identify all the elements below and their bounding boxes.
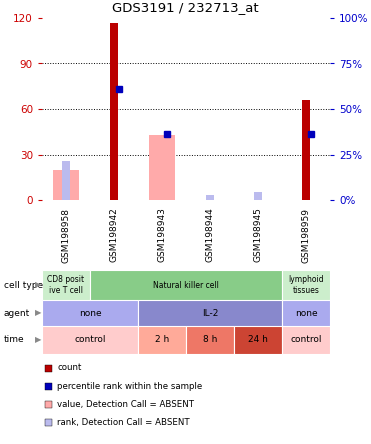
- Text: GSM198944: GSM198944: [206, 208, 214, 262]
- Bar: [234, 326, 282, 354]
- Text: GSM198942: GSM198942: [109, 208, 118, 262]
- Text: GSM198958: GSM198958: [62, 207, 70, 262]
- Bar: [90, 270, 282, 300]
- Bar: [42, 300, 138, 326]
- Text: agent: agent: [4, 309, 30, 317]
- Text: CD8 posit
ive T cell: CD8 posit ive T cell: [47, 275, 85, 295]
- Bar: [149, 135, 175, 200]
- Text: time: time: [4, 336, 24, 345]
- Text: control: control: [74, 336, 106, 345]
- Text: Natural killer cell: Natural killer cell: [153, 281, 219, 289]
- Bar: [282, 300, 330, 326]
- Text: lymphoid
tissues: lymphoid tissues: [288, 275, 324, 295]
- Text: ▶: ▶: [35, 309, 41, 317]
- Bar: [282, 270, 330, 300]
- Text: 2 h: 2 h: [155, 336, 169, 345]
- Text: cell type: cell type: [4, 281, 43, 289]
- Text: ▶: ▶: [35, 336, 41, 345]
- Text: value, Detection Call = ABSENT: value, Detection Call = ABSENT: [57, 400, 194, 408]
- Text: none: none: [295, 309, 317, 317]
- Text: count: count: [57, 364, 81, 373]
- Text: control: control: [290, 336, 322, 345]
- Text: 8 h: 8 h: [203, 336, 217, 345]
- Bar: [42, 326, 138, 354]
- Bar: [282, 326, 330, 354]
- Text: rank, Detection Call = ABSENT: rank, Detection Call = ABSENT: [57, 417, 190, 427]
- Bar: [255, 192, 262, 200]
- Bar: [42, 270, 90, 300]
- Text: 24 h: 24 h: [248, 336, 268, 345]
- Bar: [186, 326, 234, 354]
- Bar: [53, 170, 79, 200]
- Text: GDS3191 / 232713_at: GDS3191 / 232713_at: [112, 1, 259, 15]
- Text: IL-2: IL-2: [202, 309, 218, 317]
- Text: percentile rank within the sample: percentile rank within the sample: [57, 381, 202, 391]
- Bar: [111, 23, 118, 200]
- Bar: [138, 300, 282, 326]
- Text: GSM198945: GSM198945: [253, 207, 263, 262]
- Text: GSM198943: GSM198943: [158, 207, 167, 262]
- Bar: [206, 195, 214, 200]
- Text: GSM198959: GSM198959: [302, 207, 311, 262]
- Text: none: none: [79, 309, 101, 317]
- Bar: [138, 326, 186, 354]
- Bar: [302, 100, 310, 200]
- Bar: [62, 161, 70, 200]
- Text: ▶: ▶: [35, 281, 41, 289]
